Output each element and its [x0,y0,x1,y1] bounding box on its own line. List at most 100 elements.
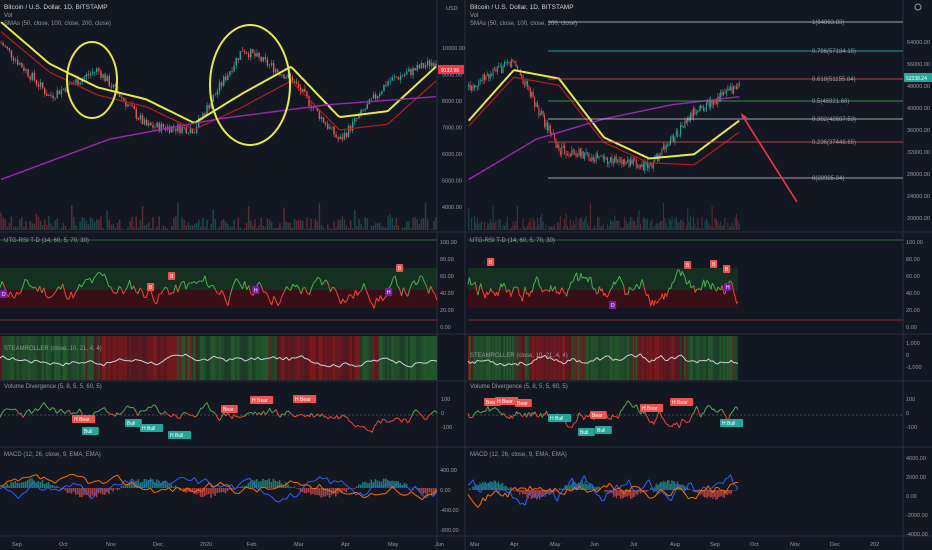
left-time-axis[interactable]: Sep Oct Nov Dec 2020 Feb Mar Apr May Jun [12,542,444,548]
steam-bar [504,336,507,380]
rsi-line [608,288,612,293]
volume-bar [728,227,730,230]
right-time-axis[interactable]: Mar Apr May Jun Jul Aug Sep Oct Nov Dec 202 [470,542,879,548]
rsi-line [700,285,703,291]
rsi-line [657,298,660,303]
rsi-line [308,287,313,295]
right-rsi-title: UTG-RSI T-D (14, 60, 5, 70, 30) [470,238,555,244]
fib-retracement[interactable]: 1(64863.83)0.786(57184.15)0.618(51155.84… [548,20,903,203]
volume-bar [343,219,346,230]
settings-icon[interactable] [914,3,922,11]
voldiv-line [627,400,630,403]
macd-signal-line [653,494,657,498]
macd-line [512,497,516,499]
voldiv-line [290,412,294,416]
rsi-line [183,281,187,290]
macd-signal-line [124,483,129,486]
voldiv-line [152,404,155,407]
voldiv-line [41,402,45,406]
right-rsi-pane[interactable]: BDB BBH [467,239,903,321]
voldiv-line [526,413,529,418]
macd-hist-bar [47,482,50,488]
macd-hist-bar [723,490,725,498]
volume-bar [674,219,676,230]
left-price-pane[interactable] [0,21,437,230]
right-price-axis[interactable]: 64000.0056000.0048000.0040000.0036000.00… [907,40,930,222]
steam-bar [318,336,321,380]
voldiv-signal-tag: Bull [127,421,135,427]
macd-hist-bar [210,488,212,498]
steam-bar [203,336,207,380]
steam-bar [262,336,265,380]
volume-bar [435,217,437,230]
rsi-line [638,283,642,290]
rsi-line [717,286,720,289]
rsi-tick-label: 100.00 [440,240,457,246]
volume-bar [100,216,102,230]
rsi-line [250,293,254,296]
volume-bar [35,214,38,230]
macd-hist-bar [591,485,593,490]
macd-line [509,491,514,498]
steam-line [569,358,573,361]
macd-hist-bar [729,490,731,495]
right-price-pane[interactable] [467,57,740,230]
steam-line [531,359,535,364]
voldiv-line [212,411,216,415]
macd-hist-bar [713,490,716,497]
candle-body [252,49,254,53]
macd-line [693,488,697,492]
left-price-axis[interactable]: 10000.009000.008000.007000.006000.005000… [442,46,465,211]
steam-bar [95,336,98,380]
volume-bar [320,225,323,230]
steam-bar [195,336,198,380]
steam-bar [58,336,61,380]
macd-hist-bar [139,482,142,488]
volume-bar [504,225,506,230]
rsi-line [315,276,319,281]
volume-bar [351,228,354,230]
rsi-signal-tag: H [387,290,391,296]
voldiv-line [713,408,716,412]
candle-body [640,165,642,167]
rsi-line [273,295,277,301]
volume-bar [578,218,580,230]
voldiv-line [380,418,384,424]
voldiv-line [206,402,210,409]
right-steamroller-pane[interactable] [467,336,739,380]
macd-line [472,479,476,487]
macd-signal-line [641,490,645,492]
candle-body [715,101,717,104]
macd-line [65,485,70,488]
candle-body [700,105,702,110]
steam-bar [403,336,406,380]
rsi-line [623,286,626,295]
macd-signal-line [502,492,506,497]
voldiv-line [506,416,509,419]
volume-bar [148,222,150,230]
volume-bar [0,212,2,230]
left-steamroller-pane[interactable] [0,336,438,380]
right-macd-pane[interactable] [467,474,739,508]
macd-hist-bar [156,479,158,488]
steam-line [295,356,299,359]
rsi-line [721,285,725,294]
volume-bar [14,226,17,230]
macd-signal-line [62,476,67,479]
macd-line [703,486,706,489]
macd-signal-line [131,481,137,487]
volume-bar [531,226,533,230]
left-macd-pane[interactable] [0,473,438,503]
volume-bar [39,221,42,230]
steam-bar [24,336,28,380]
voldiv-line [521,415,525,418]
macd-hist-bar [56,485,58,488]
time-tick-label: May [550,542,561,548]
steam-line [551,358,555,361]
macd-hist-bar [617,490,619,496]
voldiv-tick-label: -100 [441,425,452,431]
volume-bar [160,229,163,230]
